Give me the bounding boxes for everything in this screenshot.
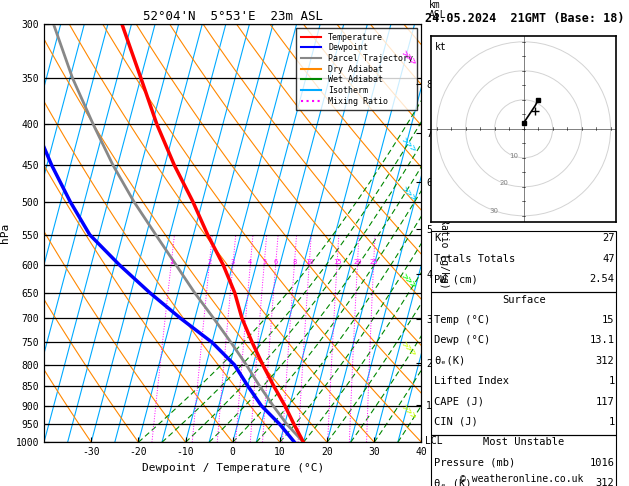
- Text: 5: 5: [262, 259, 266, 265]
- Text: θₑ (K): θₑ (K): [434, 478, 472, 486]
- Text: 2: 2: [207, 259, 211, 265]
- Text: LCL: LCL: [425, 436, 443, 446]
- Text: 312: 312: [596, 356, 615, 366]
- Text: PW (cm): PW (cm): [434, 274, 478, 284]
- Text: 3: 3: [231, 259, 235, 265]
- Text: kt: kt: [435, 42, 447, 52]
- Text: >>>: >>>: [399, 136, 418, 156]
- Text: 4: 4: [248, 259, 252, 265]
- Text: CIN (J): CIN (J): [434, 417, 478, 427]
- Text: 30: 30: [489, 208, 498, 213]
- Text: km
ASL: km ASL: [429, 0, 447, 20]
- Text: Temp (°C): Temp (°C): [434, 315, 490, 325]
- Title: 52°04'N  5°53'E  23m ASL: 52°04'N 5°53'E 23m ASL: [143, 10, 323, 23]
- Text: Lifted Index: Lifted Index: [434, 376, 509, 386]
- Text: 20: 20: [499, 180, 508, 186]
- Text: 25: 25: [369, 259, 378, 265]
- Text: θₑ(K): θₑ(K): [434, 356, 465, 366]
- Text: 10: 10: [509, 153, 518, 159]
- Text: >>>: >>>: [399, 340, 418, 360]
- Text: 2.54: 2.54: [589, 274, 615, 284]
- Text: >>>: >>>: [399, 403, 418, 423]
- Text: >>>: >>>: [399, 185, 418, 204]
- Text: CAPE (J): CAPE (J): [434, 397, 484, 407]
- Y-axis label: hPa: hPa: [0, 223, 10, 243]
- Text: 10: 10: [305, 259, 313, 265]
- Text: 24.05.2024  21GMT (Base: 18): 24.05.2024 21GMT (Base: 18): [425, 12, 625, 25]
- Text: © weatheronline.co.uk: © weatheronline.co.uk: [460, 473, 584, 484]
- Text: 312: 312: [596, 478, 615, 486]
- Text: Totals Totals: Totals Totals: [434, 254, 515, 264]
- Text: 1: 1: [608, 417, 615, 427]
- Text: 8: 8: [292, 259, 296, 265]
- Text: 20: 20: [353, 259, 362, 265]
- Y-axis label: Mixing Ratio (g/kg): Mixing Ratio (g/kg): [439, 177, 449, 289]
- Text: >>>: >>>: [399, 49, 418, 68]
- Text: 15: 15: [602, 315, 615, 325]
- Text: 27: 27: [602, 233, 615, 243]
- Text: Surface: Surface: [502, 295, 545, 305]
- Text: Pressure (mb): Pressure (mb): [434, 458, 515, 468]
- Text: 6: 6: [274, 259, 278, 265]
- Text: 15: 15: [333, 259, 342, 265]
- Text: K: K: [434, 233, 440, 243]
- Text: 13.1: 13.1: [589, 335, 615, 346]
- Text: 1: 1: [169, 259, 173, 265]
- Text: Most Unstable: Most Unstable: [483, 437, 564, 448]
- Text: 1016: 1016: [589, 458, 615, 468]
- Text: 117: 117: [596, 397, 615, 407]
- Text: >>>: >>>: [399, 272, 418, 292]
- Text: 1: 1: [608, 376, 615, 386]
- Text: 47: 47: [602, 254, 615, 264]
- X-axis label: Dewpoint / Temperature (°C): Dewpoint / Temperature (°C): [142, 463, 324, 473]
- Legend: Temperature, Dewpoint, Parcel Trajectory, Dry Adiabat, Wet Adiabat, Isotherm, Mi: Temperature, Dewpoint, Parcel Trajectory…: [296, 29, 417, 110]
- Text: Dewp (°C): Dewp (°C): [434, 335, 490, 346]
